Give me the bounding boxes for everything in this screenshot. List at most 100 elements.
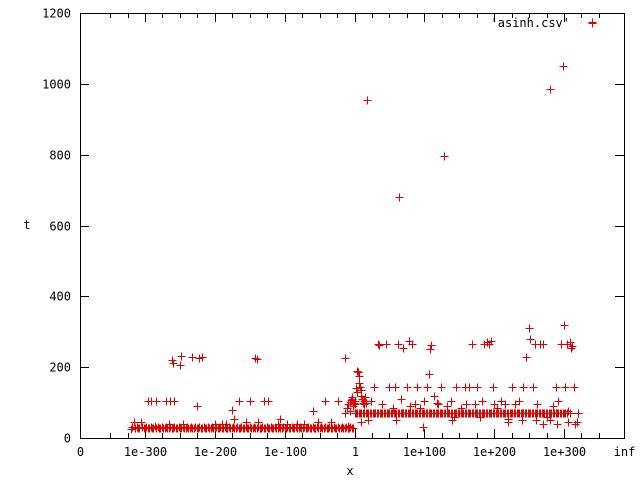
data-point [564,418,573,427]
x-tick-label: 1e-300 [124,445,167,459]
data-point [177,352,186,361]
data-point [411,400,420,409]
data-point [293,420,302,429]
data-point [242,418,251,427]
data-point [352,384,361,393]
y-tick-label: 600 [49,220,71,234]
x-tick-label: 1e+200 [473,445,516,459]
data-point [406,402,415,411]
y-axis-label: t [23,218,30,232]
data-point [147,423,156,432]
data-point [526,335,535,344]
y-tick-label: 0 [64,432,71,446]
data-point [127,425,136,434]
data-point [462,400,471,409]
data-point [235,397,244,406]
data-point [394,340,403,349]
data-point [222,420,231,429]
data-point [170,397,179,406]
data-point [321,397,330,406]
data-point [430,392,439,401]
x-axis-label: x [346,464,353,478]
data-point [314,418,323,427]
data-point [346,398,355,407]
data-point [360,397,369,406]
data-point [487,337,496,346]
data-point [448,416,457,425]
x-tick-label: inf [614,445,636,459]
data-point [354,368,363,377]
data-point [501,400,510,409]
data-point [130,418,139,427]
data-point [552,383,561,392]
data-point [423,383,432,392]
data-point [573,418,582,427]
data-point [564,407,573,416]
data-point [395,193,404,202]
data-point [419,423,428,432]
data-point [246,397,255,406]
data-point [457,404,466,413]
data-point [539,420,548,429]
data-point [254,418,263,427]
data-point [443,402,452,411]
data-point [426,345,435,354]
data-point [519,383,528,392]
data-point [567,344,576,353]
axis-tick-labels: 0 200 400 600 800 1000 1200 0 1e-300 1e-200 1e-100… [42,7,635,460]
data-point [334,397,343,406]
data-point [353,388,362,397]
data-point [344,400,353,409]
data-point [560,321,569,330]
data-point [357,418,366,427]
data-point [465,383,474,392]
data-point [343,404,352,413]
data-point [228,406,237,415]
data-point [382,340,391,349]
data-point [452,383,461,392]
data-point [546,85,555,94]
data-point [391,383,400,392]
data-point [471,400,480,409]
data-point [532,416,541,425]
data-point [188,353,197,362]
data-point [198,353,207,362]
data-point [437,383,446,392]
data-point [561,383,570,392]
y-tick-label: 400 [49,290,71,304]
data-point [539,340,548,349]
data-point [367,397,376,406]
data-point [397,395,406,404]
data-point [447,397,456,406]
data-point [364,416,373,425]
data-point [570,383,579,392]
x-tick-label: 0 [77,445,84,459]
x-tick-label: 1e-100 [264,445,307,459]
data-point [568,342,577,351]
data-point [559,62,568,71]
data-point [341,354,350,363]
data-point [353,367,362,376]
data-point [533,400,542,409]
data-point [327,418,336,427]
legend-label: 'asinh.csv' [491,16,570,30]
legend: 'asinh.csv' [491,16,597,30]
data-point [490,400,499,409]
data-point [553,420,562,429]
data-point [476,413,485,422]
legend-marker [588,18,597,27]
data-point [211,420,220,429]
data-point [515,397,524,406]
data-point [251,354,260,363]
data-point [193,402,202,411]
legend-plus-icon [588,18,597,27]
data-point [370,383,379,392]
data-point [478,397,487,406]
data-point [374,340,383,349]
data-point [549,402,558,411]
data-point [361,393,370,402]
data-point [518,416,527,425]
data-point [349,424,358,433]
y-tick-label: 1000 [42,78,71,92]
